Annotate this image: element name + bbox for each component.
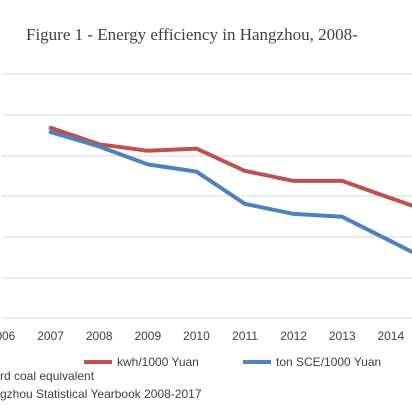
x-tick-label: 2012	[280, 329, 307, 343]
x-tick-label: 2008	[86, 329, 113, 343]
legend-label: ton SCE/1000 Yuan	[276, 355, 381, 369]
series-line-1	[48, 125, 393, 201]
series-line-2	[48, 130, 393, 244]
note-line-2: gzhou Statistical Yearbook 2008-2017	[0, 387, 202, 401]
series-lines	[48, 125, 412, 254]
legend-label: kwh/1000 Yuan	[117, 355, 199, 369]
legend: kwh/1000 Yuan ton SCE/1000 Yuan	[84, 355, 381, 369]
x-tick-label: 2011	[232, 329, 258, 343]
x-axis-ticks: 2006 2007 2008 2009 2010 2011 2012 2013 2014	[0, 329, 404, 343]
note-line-1: rd coal equivalent	[0, 369, 95, 383]
gridlines	[2, 73, 412, 319]
x-tick-label: 2006	[0, 329, 16, 343]
series-line-2-extension	[388, 239, 412, 254]
x-tick-label: 2010	[183, 329, 210, 343]
series-line-1-extension	[388, 196, 412, 208]
chart-title: Figure 1 - Energy efficiency in Hangzhou…	[26, 25, 358, 44]
x-tick-label: 2009	[134, 329, 161, 343]
x-tick-label: 2013	[329, 329, 356, 343]
x-tick-label: 2014	[377, 329, 404, 343]
x-tick-label: 2007	[37, 329, 64, 343]
